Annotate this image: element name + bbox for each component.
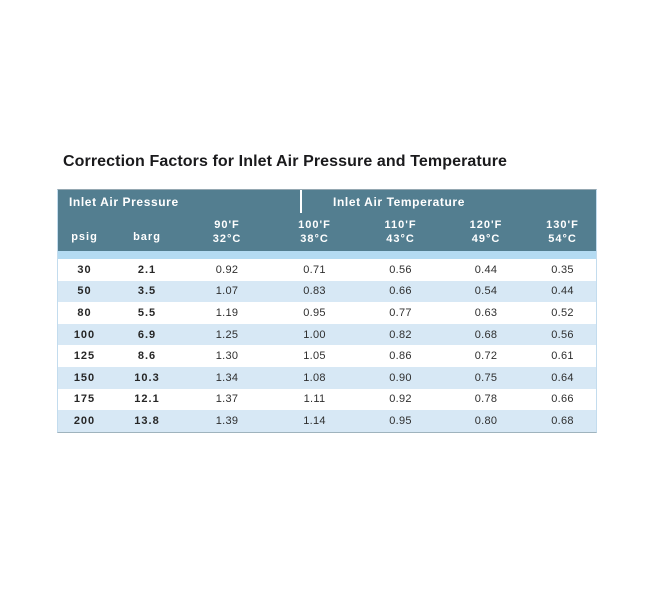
psig-label: psig xyxy=(71,231,98,243)
factor-value: 0.66 xyxy=(551,393,574,406)
temp-c-label: 49°C xyxy=(471,233,501,245)
factor-value: 0.90 xyxy=(389,371,412,384)
psig-value: 175 xyxy=(73,393,96,406)
factor-value: 0.63 xyxy=(474,306,498,319)
factor-value: 0.78 xyxy=(474,393,498,406)
barg-value: 10.3 xyxy=(134,371,160,384)
factor-value: 1.37 xyxy=(215,393,239,406)
table-row: 50 3.5 1.07 0.83 0.66 0.54 0.44 xyxy=(58,280,596,303)
column-header-psig: psig xyxy=(58,213,111,251)
column-header-row: psig barg 90'F 32°C 100'F 38°C 110'F 43°… xyxy=(58,213,596,251)
column-header-temp-100f: 100'F 38°C xyxy=(271,213,358,251)
temp-c-label: 32°C xyxy=(212,233,242,245)
barg-value: 3.5 xyxy=(137,285,157,298)
group-header-inlet-air-temperature: Inlet Air Temperature xyxy=(302,190,596,213)
factor-value: 1.39 xyxy=(215,414,239,427)
column-header-temp-90f: 90'F 32°C xyxy=(183,213,271,251)
factor-value: 1.34 xyxy=(215,371,239,384)
factor-value: 0.52 xyxy=(551,306,574,319)
factor-value: 1.07 xyxy=(215,285,239,298)
temp-c-label: 43°C xyxy=(386,233,415,245)
factor-value: 0.56 xyxy=(389,263,412,276)
factor-value: 0.71 xyxy=(303,263,326,276)
table-row: 175 12.1 1.37 1.11 0.92 0.78 0.66 xyxy=(58,388,596,411)
factor-value: 0.82 xyxy=(389,328,412,341)
page-title: Correction Factors for Inlet Air Pressur… xyxy=(63,153,508,170)
temp-f-label: 110'F xyxy=(384,219,417,231)
psig-value: 150 xyxy=(73,371,96,384)
factor-value: 0.35 xyxy=(551,263,574,276)
column-header-temp-120f: 120'F 49°C xyxy=(443,213,529,251)
factor-value: 1.11 xyxy=(303,393,326,406)
barg-value: 6.9 xyxy=(137,328,157,341)
psig-value: 80 xyxy=(77,306,92,319)
table-row: 125 8.6 1.30 1.05 0.86 0.72 0.61 xyxy=(58,345,596,367)
barg-value: 13.8 xyxy=(134,414,160,427)
factor-value: 0.61 xyxy=(551,350,574,363)
table-row: 80 5.5 1.19 0.95 0.77 0.63 0.52 xyxy=(58,302,596,324)
factor-value: 0.56 xyxy=(551,328,574,341)
column-header-temp-110f: 110'F 43°C xyxy=(358,213,443,251)
factor-value: 0.68 xyxy=(474,328,498,341)
factor-value: 0.68 xyxy=(551,414,574,427)
factor-value: 0.86 xyxy=(389,350,412,363)
table-row: 150 10.3 1.34 1.08 0.90 0.75 0.64 xyxy=(58,366,596,389)
psig-value: 30 xyxy=(77,263,92,276)
factor-value: 1.08 xyxy=(303,371,326,384)
temp-c-label: 54°C xyxy=(548,233,577,245)
factor-value: 1.19 xyxy=(215,306,239,319)
group-header-divider xyxy=(300,190,302,213)
psig-value: 125 xyxy=(73,350,96,363)
barg-value: 12.1 xyxy=(134,393,160,406)
temp-f-label: 100'F xyxy=(298,219,331,231)
factor-value: 1.30 xyxy=(215,350,239,363)
factor-value: 0.44 xyxy=(474,263,498,276)
table-row: 100 6.9 1.25 1.00 0.82 0.68 0.56 xyxy=(58,323,596,346)
column-header-barg: barg xyxy=(111,213,183,251)
factor-value: 1.00 xyxy=(303,328,326,341)
correction-factors-table: Inlet Air Pressure Inlet Air Temperature… xyxy=(57,189,597,433)
barg-value: 2.1 xyxy=(137,263,157,276)
barg-label: barg xyxy=(133,231,161,243)
factor-value: 0.92 xyxy=(215,263,239,276)
factor-value: 0.72 xyxy=(474,350,498,363)
factor-value: 0.64 xyxy=(551,371,574,384)
psig-value: 100 xyxy=(73,328,96,341)
barg-value: 5.5 xyxy=(137,306,157,319)
factor-value: 1.14 xyxy=(303,414,326,427)
temp-c-label: 38°C xyxy=(300,233,329,245)
temp-f-label: 130'F xyxy=(546,219,579,231)
factor-value: 0.95 xyxy=(303,306,326,319)
factor-value: 0.92 xyxy=(389,393,412,406)
factor-value: 0.83 xyxy=(303,285,326,298)
barg-value: 8.6 xyxy=(137,350,157,363)
factor-value: 0.80 xyxy=(474,414,498,427)
header-spacer-strip xyxy=(58,251,596,259)
factor-value: 0.44 xyxy=(551,285,574,298)
temp-f-label: 90'F xyxy=(214,219,240,231)
group-header-row: Inlet Air Pressure Inlet Air Temperature xyxy=(58,190,596,213)
factor-value: 0.66 xyxy=(389,285,412,298)
factor-value: 0.54 xyxy=(474,285,498,298)
column-header-temp-130f: 130'F 54°C xyxy=(529,213,596,251)
factor-value: 1.05 xyxy=(303,350,326,363)
factor-value: 0.95 xyxy=(389,414,412,427)
psig-value: 200 xyxy=(73,414,96,427)
table-row: 30 2.1 0.92 0.71 0.56 0.44 0.35 xyxy=(58,259,596,281)
group-header-inlet-air-pressure: Inlet Air Pressure xyxy=(58,190,300,213)
factor-value: 0.75 xyxy=(474,371,498,384)
factor-value: 1.25 xyxy=(215,328,239,341)
table-row: 200 13.8 1.39 1.14 0.95 0.80 0.68 xyxy=(58,410,596,432)
factor-value: 0.77 xyxy=(389,306,412,319)
temp-f-label: 120'F xyxy=(469,219,503,231)
psig-value: 50 xyxy=(77,285,92,298)
